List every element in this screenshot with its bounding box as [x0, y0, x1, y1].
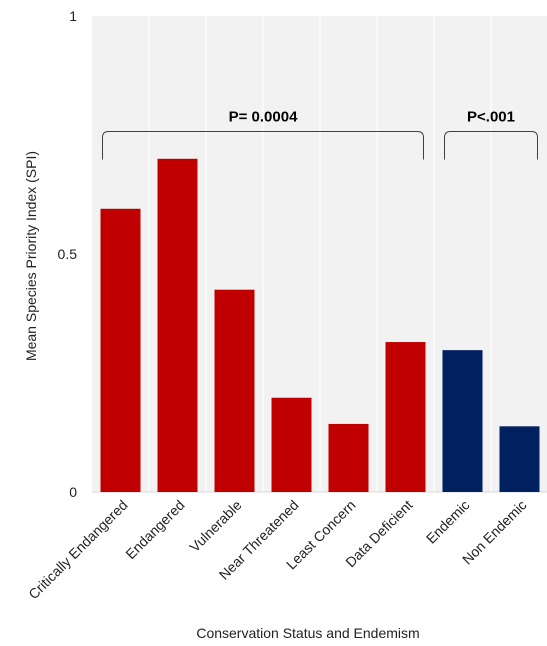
significance-label: P<.001 [467, 108, 515, 125]
significance-label: P= 0.0004 [229, 108, 298, 125]
y-tick-label: 0.5 [58, 246, 78, 262]
x-tick-label: Critically Endangered [25, 497, 130, 602]
annotations: P= 0.0004 P<.001 [102, 108, 538, 160]
bar-near-threatened [271, 397, 312, 492]
y-tick-label: 0 [69, 484, 77, 500]
bar-vulnerable [214, 289, 255, 492]
x-tick-label: Endemic [423, 497, 473, 547]
bar-data-deficient [385, 342, 426, 492]
bars [100, 158, 540, 493]
y-axis-ticks: 00.51 [58, 8, 78, 500]
significance-bracket [102, 130, 424, 160]
bar-endangered [157, 158, 198, 493]
x-tick-label: Endangered [122, 497, 187, 562]
x-axis-label: Conservation Status and Endemism [196, 625, 419, 641]
bar-critically-endangered [100, 208, 141, 492]
bar-least-concern [328, 423, 369, 492]
bar-endemic [442, 350, 483, 492]
y-axis-label: Mean Species Priority Index (SPI) [23, 151, 39, 361]
x-tick-label: Vulnerable [186, 497, 244, 555]
x-axis-ticks: Critically EndangeredEndangeredVulnerabl… [25, 497, 529, 603]
significance-bracket [444, 130, 538, 160]
y-tick-label: 1 [69, 8, 77, 24]
bar-non-endemic [499, 426, 540, 492]
